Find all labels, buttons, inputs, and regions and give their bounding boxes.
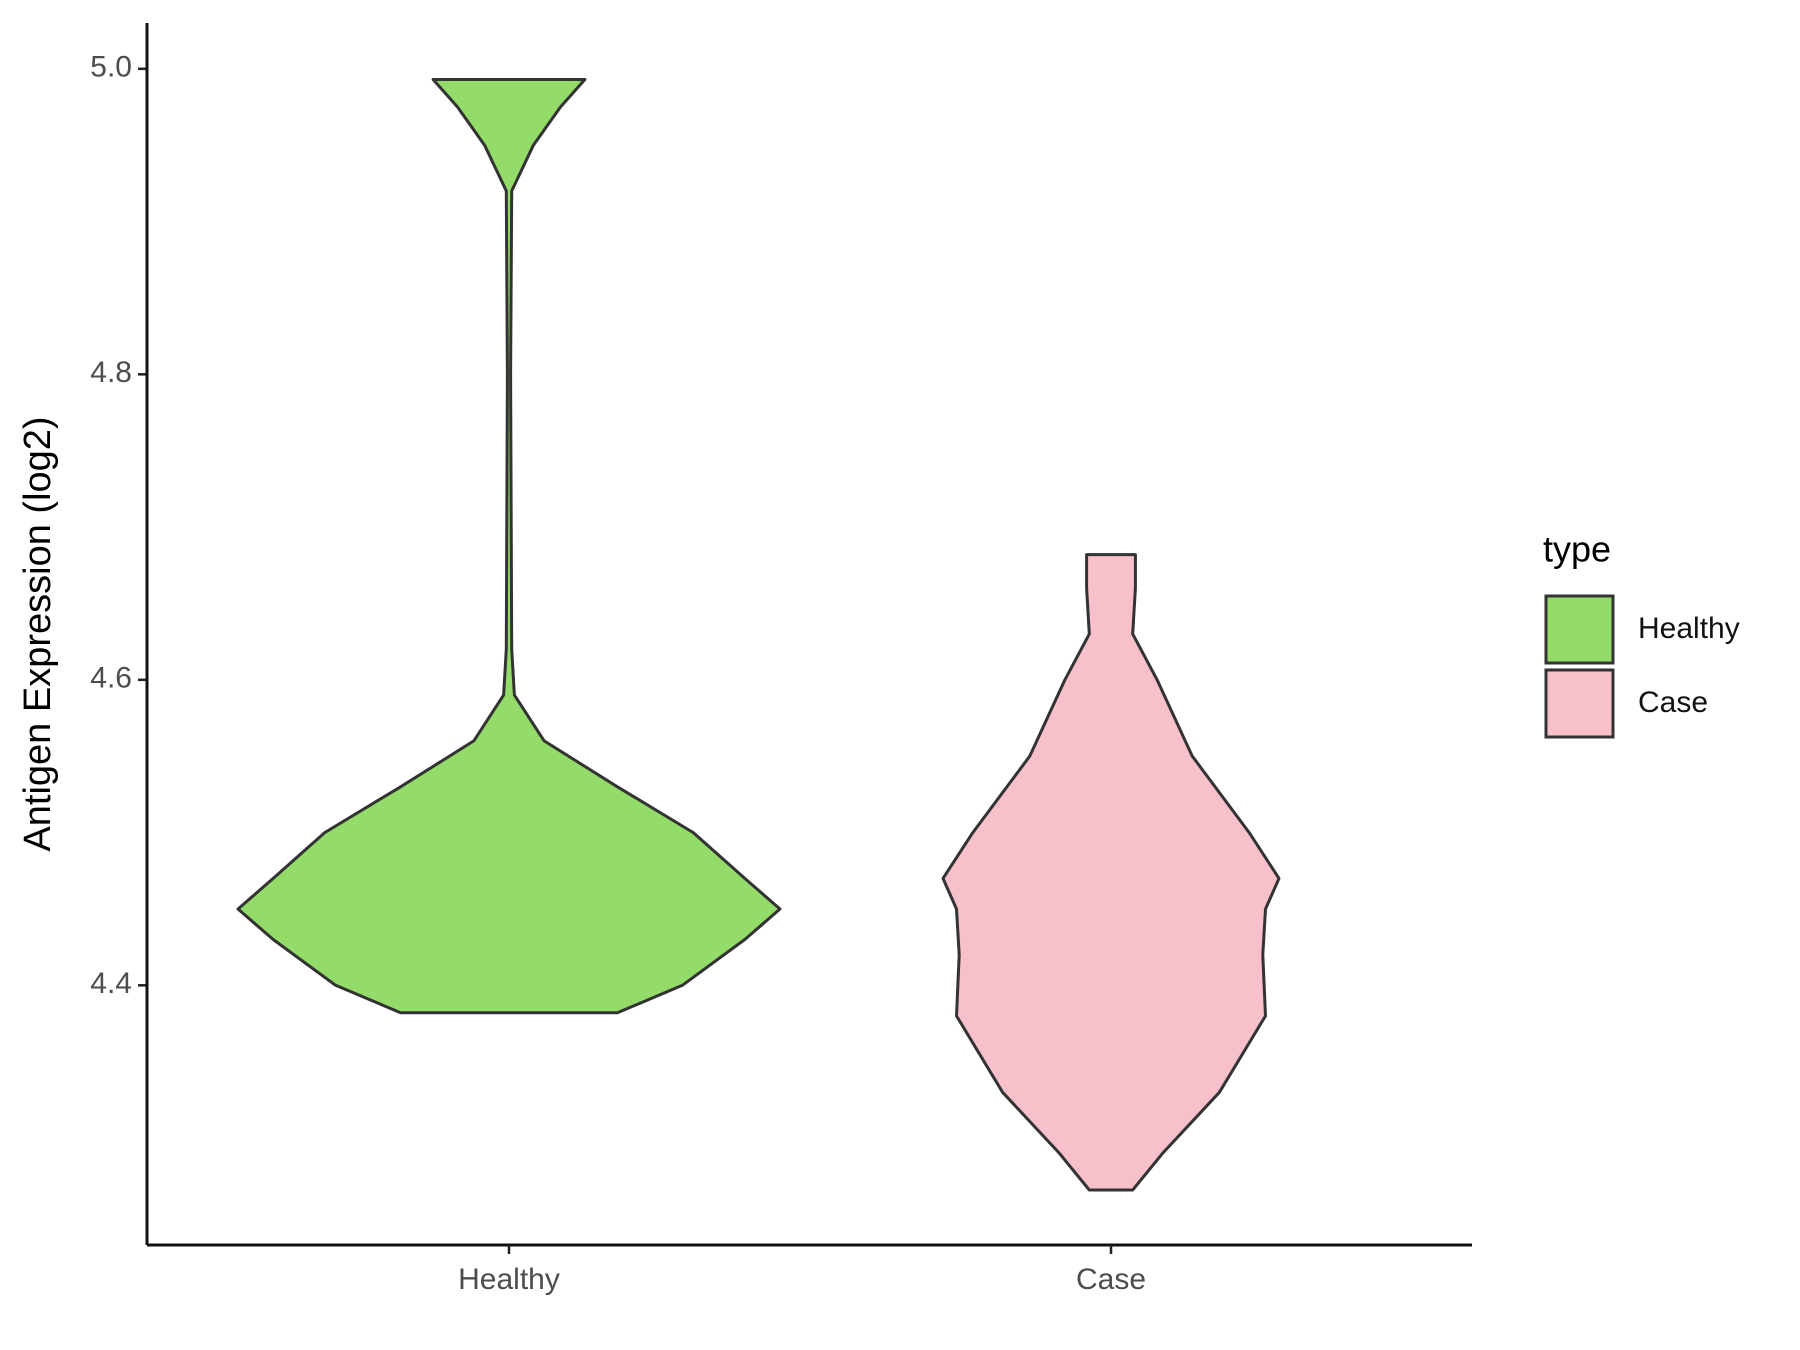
- violin: [941, 553, 1281, 1192]
- x-tick-label: Healthy: [458, 1263, 560, 1296]
- x-tick-label: Case: [1076, 1263, 1146, 1296]
- y-tick-label: 5.0: [90, 51, 132, 84]
- legend-key: [1544, 594, 1615, 665]
- legend-label: Case: [1638, 686, 1708, 719]
- legend-key: [1544, 668, 1615, 739]
- y-axis-label: Antigen Expression (log2): [17, 416, 59, 851]
- violin: [236, 78, 782, 1015]
- legend-title: type: [1543, 529, 1611, 570]
- y-tick-label: 4.6: [90, 662, 132, 695]
- y-tick-label: 4.4: [90, 967, 132, 1000]
- legend-label: Healthy: [1638, 612, 1740, 645]
- y-tick-label: 4.8: [90, 356, 132, 389]
